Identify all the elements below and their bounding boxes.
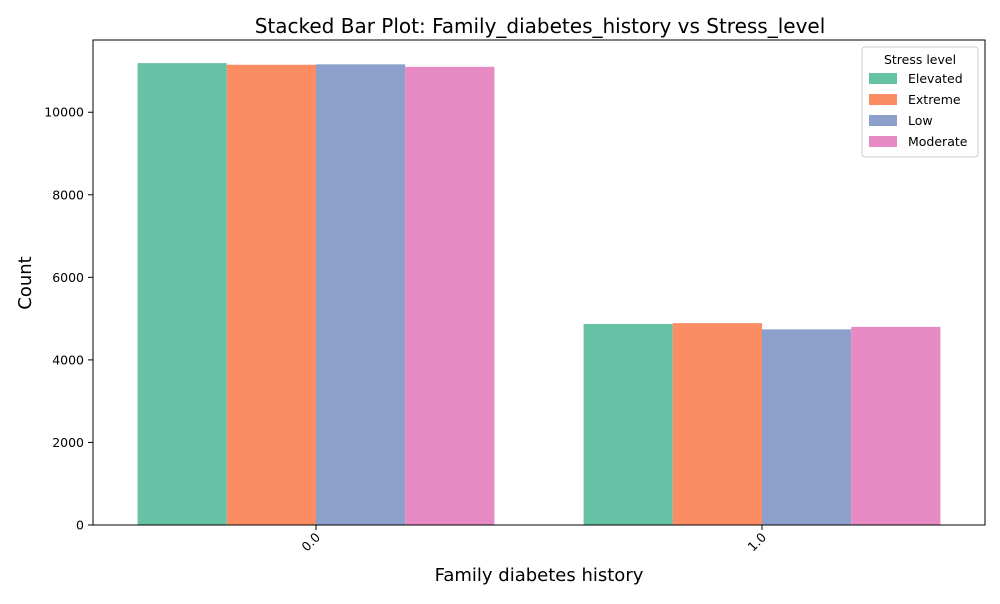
legend-entry-extreme: Extreme (908, 92, 961, 107)
legend-entry-low: Low (908, 113, 933, 128)
bar-moderate-1-0 (851, 326, 941, 525)
x-tick-label: 0.0 (298, 529, 323, 554)
x-tick-label: 1.0 (744, 529, 769, 554)
legend-swatch-moderate (869, 136, 897, 147)
y-tick-label: 6000 (52, 270, 84, 285)
bar-elevated-1-0 (583, 323, 673, 525)
bar-moderate-0-0 (405, 66, 495, 526)
y-tick-label: 0 (76, 518, 84, 533)
y-tick-label: 2000 (52, 435, 84, 450)
legend-swatch-elevated (869, 73, 897, 84)
y-tick-label: 10000 (44, 105, 84, 120)
chart-title: Stacked Bar Plot: Family_diabetes_histor… (255, 14, 826, 38)
legend-swatch-extreme (869, 94, 897, 105)
y-axis-label: Count (15, 256, 36, 309)
bar-elevated-0-0 (137, 63, 227, 525)
x-axis-label: Family diabetes history (435, 565, 644, 586)
legend-title: Stress level (884, 52, 956, 67)
bar-low-0-0 (316, 64, 406, 525)
legend-entry-moderate: Moderate (908, 134, 968, 149)
plot-frame (92, 39, 986, 526)
y-tick-label: 4000 (52, 352, 84, 367)
bar-extreme-0-0 (226, 64, 316, 525)
bars (137, 63, 941, 526)
y-axis: 0 2000 4000 6000 8000 10000 (44, 105, 93, 533)
x-axis: 0.0 1.0 (298, 525, 769, 554)
bar-extreme-1-0 (672, 323, 762, 525)
legend-entry-elevated: Elevated (908, 71, 963, 86)
bar-low-1-0 (762, 329, 852, 525)
y-tick-label: 8000 (52, 187, 84, 202)
legend-swatch-low (869, 115, 897, 126)
legend: Stress level Elevated Extreme Low Moderate (861, 46, 979, 158)
